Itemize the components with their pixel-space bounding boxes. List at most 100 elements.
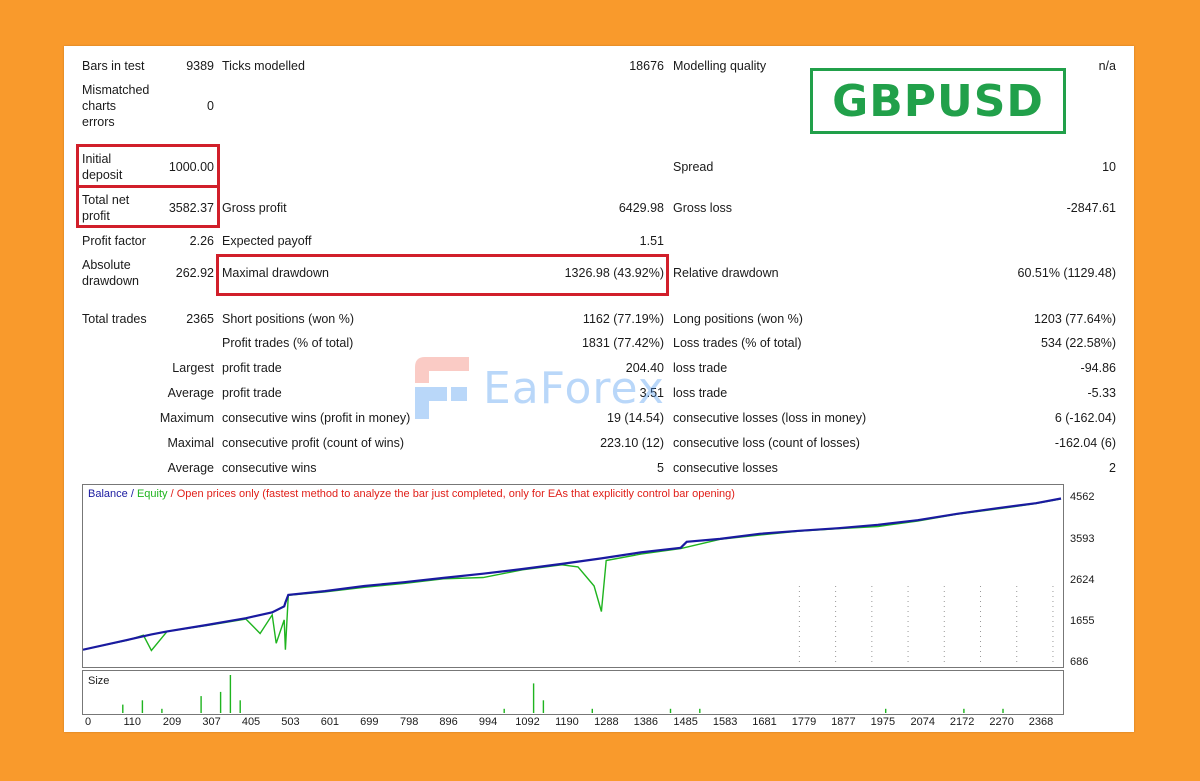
size-bar bbox=[963, 708, 965, 713]
symbol-badge: GBPUSD bbox=[810, 68, 1066, 134]
total-net-profit-value: 3582.37 bbox=[168, 201, 214, 215]
avg-cons-losses-label: consecutive losses bbox=[673, 461, 778, 475]
average-loss-value: -5.33 bbox=[1087, 386, 1117, 400]
total-trades-value: 2365 bbox=[186, 312, 214, 326]
gross-profit-label: Gross profit bbox=[222, 201, 287, 215]
modelling-quality-label: Modelling quality bbox=[673, 59, 767, 73]
x-tick-label: 798 bbox=[399, 716, 419, 728]
legend-equity: Equity bbox=[136, 488, 168, 500]
size-bar bbox=[503, 708, 505, 713]
x-tick-label: 2074 bbox=[910, 716, 935, 728]
x-tick-label: 699 bbox=[360, 716, 379, 728]
legend-balance: Balance bbox=[88, 488, 128, 500]
spread-value: 10 bbox=[1102, 160, 1116, 174]
maximal-drawdown-highlight bbox=[216, 254, 669, 296]
bars-in-test-label: Bars in test bbox=[82, 59, 145, 73]
size-bar bbox=[591, 708, 593, 713]
strategy-tester-report: Bars in test 9389 Ticks modelled 18676 M… bbox=[64, 46, 1134, 732]
legend-note: Open prices only (fastest method to anal… bbox=[176, 488, 735, 500]
largest-label: Largest bbox=[172, 361, 214, 375]
x-tick-label: 1779 bbox=[791, 716, 817, 728]
largest-profit-label: profit trade bbox=[222, 361, 282, 375]
mismatched-label-1: Mismatched bbox=[82, 83, 150, 97]
y-tick-label: 4562 bbox=[1070, 491, 1095, 504]
size-bar bbox=[1002, 708, 1004, 713]
mismatched-value: 0 bbox=[207, 99, 214, 113]
y-tick-label: 2624 bbox=[1070, 573, 1095, 586]
x-tick-label: 2368 bbox=[1028, 716, 1054, 728]
balance-line bbox=[82, 497, 1062, 651]
ticks-modelled-label: Ticks modelled bbox=[222, 59, 305, 73]
average-profit-label: profit trade bbox=[222, 386, 282, 400]
y-tick-label: 3593 bbox=[1070, 532, 1095, 545]
bars-in-test-value: 9389 bbox=[186, 59, 214, 73]
x-tick-label: 2270 bbox=[989, 716, 1014, 728]
maximal-drawdown-value: 1326.98 (43.92%) bbox=[564, 266, 664, 280]
y-tick-label: 686 bbox=[1070, 656, 1089, 668]
legend-sep-1: / bbox=[127, 488, 137, 500]
x-tick-label: 405 bbox=[241, 716, 261, 728]
y-tick-label: 1655 bbox=[1070, 614, 1095, 627]
x-tick-label: 110 bbox=[123, 716, 142, 728]
profit-trades-label: Profit trades (% of total) bbox=[222, 336, 354, 350]
loss-trades-label: Loss trades (% of total) bbox=[673, 336, 802, 350]
maximum-label: Maximum bbox=[159, 411, 214, 425]
size-bar bbox=[532, 683, 535, 713]
maximal-label: Maximal bbox=[167, 436, 214, 450]
maximal-cons-loss-value: -162.04 (6) bbox=[1054, 436, 1116, 450]
size-bar bbox=[669, 708, 672, 713]
gross-profit-value: 6429.98 bbox=[618, 201, 664, 215]
size-bar bbox=[161, 708, 163, 713]
highlight-divider bbox=[76, 185, 220, 188]
long-positions-label: Long positions (won %) bbox=[673, 312, 803, 326]
max-cons-wins-label: consecutive wins (profit in money) bbox=[222, 411, 411, 425]
total-trades-label: Total trades bbox=[82, 312, 147, 326]
x-tick-label: 896 bbox=[439, 716, 458, 728]
eaforex-logo-icon bbox=[415, 357, 469, 419]
short-positions-label: Short positions (won %) bbox=[222, 312, 355, 326]
x-tick-label: 994 bbox=[478, 716, 498, 728]
average-loss-label: loss trade bbox=[673, 386, 728, 400]
max-cons-losses-label: consecutive losses (loss in money) bbox=[673, 411, 867, 425]
x-tick-label: 209 bbox=[162, 716, 182, 728]
relative-drawdown-value: 60.51% (1129.48) bbox=[1017, 266, 1116, 280]
x-tick-label: 1092 bbox=[515, 716, 540, 728]
largest-loss-label: loss trade bbox=[673, 361, 728, 375]
ticks-modelled-value: 18676 bbox=[629, 59, 664, 73]
x-tick-label: 0 bbox=[84, 716, 92, 728]
x-tick-label: 307 bbox=[202, 716, 221, 728]
size-label: Size bbox=[88, 675, 110, 687]
watermark-text: EaForex bbox=[483, 362, 665, 414]
gross-loss-label: Gross loss bbox=[673, 201, 733, 215]
x-tick-label: 1877 bbox=[831, 716, 856, 728]
loss-trades-value: 534 (22.58%) bbox=[1040, 336, 1116, 350]
initial-deposit-label-2: deposit bbox=[82, 168, 123, 182]
size-bar bbox=[229, 675, 232, 713]
absolute-drawdown-value: 262.92 bbox=[175, 266, 214, 280]
maximal-cons-loss-label: consecutive loss (count of losses) bbox=[673, 436, 860, 450]
x-tick-label: 1386 bbox=[633, 716, 659, 728]
size-chart-panel bbox=[82, 670, 1064, 715]
x-tick-label: 601 bbox=[320, 716, 340, 728]
short-positions-value: 1162 (77.19%) bbox=[582, 312, 664, 326]
legend-sep-2: / bbox=[167, 488, 177, 500]
average-profit-value: 3.51 bbox=[639, 386, 664, 400]
spread-label: Spread bbox=[673, 160, 714, 174]
profit-factor-label: Profit factor bbox=[82, 234, 146, 248]
x-tick-label: 1485 bbox=[673, 716, 698, 728]
size-bar bbox=[885, 708, 887, 713]
initial-deposit-label-1: Initial bbox=[82, 152, 112, 166]
average-label: Average bbox=[167, 386, 214, 400]
size-bar bbox=[699, 708, 701, 713]
size-bar bbox=[200, 696, 202, 713]
absolute-drawdown-label-2: drawdown bbox=[82, 274, 139, 288]
balance-equity-chart bbox=[82, 497, 1062, 663]
x-tick-label: 1288 bbox=[594, 716, 619, 728]
size-bar bbox=[542, 700, 545, 713]
size-chart bbox=[122, 675, 1004, 713]
x-tick-label: 1681 bbox=[752, 716, 777, 728]
size-bar bbox=[122, 704, 124, 713]
expected-payoff-label: Expected payoff bbox=[222, 234, 312, 248]
average-consecutive-label: Average bbox=[167, 461, 214, 475]
largest-loss-value: -94.86 bbox=[1080, 361, 1116, 375]
